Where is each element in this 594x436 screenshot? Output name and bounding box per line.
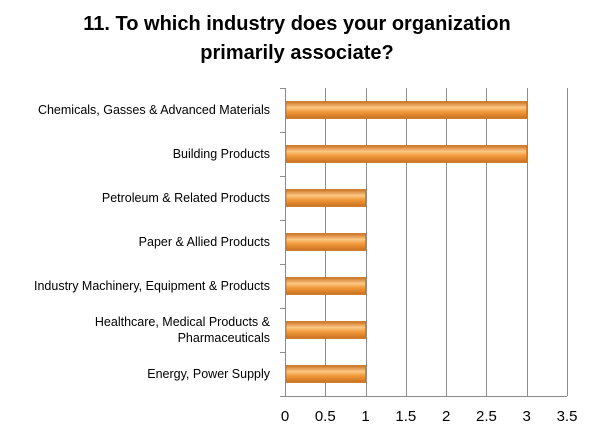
category-label: Healthcare, Medical Products & xyxy=(95,315,271,329)
x-tick-label: 2.5 xyxy=(476,408,497,425)
bar xyxy=(285,145,528,163)
chart-title-line-1: 11. To which industry does your organiza… xyxy=(83,13,511,35)
x-tick-label: 0.5 xyxy=(315,408,336,425)
gridlines xyxy=(325,88,568,396)
bar xyxy=(285,277,366,295)
x-tick-label: 0 xyxy=(281,408,289,425)
category-label: Paper & Allied Products xyxy=(139,235,270,249)
category-label: Building Products xyxy=(173,147,270,161)
category-label: Energy, Power Supply xyxy=(147,367,270,381)
bar xyxy=(285,321,366,339)
category-label: Industry Machinery, Equipment & Products xyxy=(34,279,270,293)
bar xyxy=(285,101,528,119)
bar xyxy=(285,233,366,251)
axes xyxy=(280,88,567,397)
bar xyxy=(285,189,366,207)
x-tick-labels: 0 0.5 1 1.5 2 2.5 3 3.5 xyxy=(281,408,578,425)
x-tick-label: 3.5 xyxy=(557,408,578,425)
category-labels: Chemicals, Gasses & Advanced Materials Bu… xyxy=(34,103,271,381)
x-tick-label: 3 xyxy=(523,408,531,425)
x-tick-label: 1.5 xyxy=(395,408,416,425)
chart-title-line-2: primarily associate? xyxy=(200,42,394,64)
category-label: Chemicals, Gasses & Advanced Materials xyxy=(38,103,270,117)
category-label: Pharmaceuticals xyxy=(178,331,270,345)
chart-title: 11. To which industry does your organiza… xyxy=(0,10,594,68)
category-label: Petroleum & Related Products xyxy=(102,191,270,205)
x-tick-label: 1 xyxy=(361,408,369,425)
bars xyxy=(285,101,528,383)
x-tick-label: 2 xyxy=(442,408,450,425)
bar xyxy=(285,365,366,383)
